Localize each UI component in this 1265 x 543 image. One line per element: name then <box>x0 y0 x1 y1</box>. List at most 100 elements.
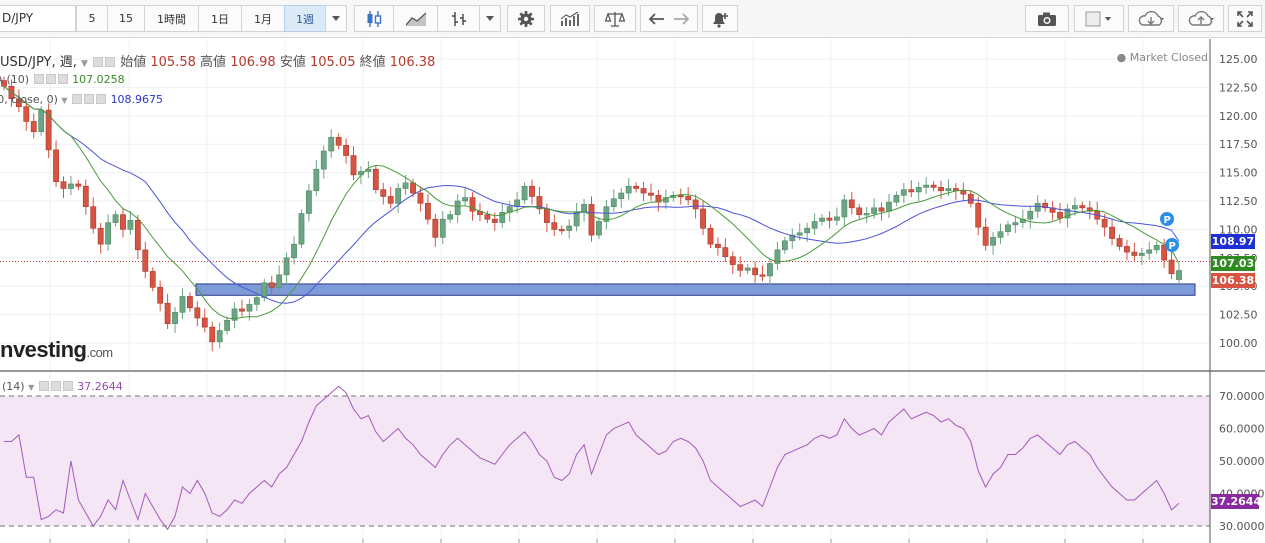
area-chart-type-button[interactable] <box>393 5 438 32</box>
ma20-hide-icon[interactable] <box>72 94 83 104</box>
candle-body-2 <box>15 98 22 108</box>
candle-body-95 <box>707 227 714 245</box>
candle-body-109 <box>811 221 818 229</box>
expand-icon <box>1237 10 1253 27</box>
layout-select-button[interactable] <box>1074 5 1124 32</box>
alert-button[interactable] <box>702 5 738 32</box>
legend-settings-icon[interactable] <box>105 57 116 67</box>
ma10-close-icon[interactable] <box>57 74 68 84</box>
candle-body-127 <box>945 188 952 192</box>
candle-body-112 <box>834 216 840 221</box>
interval-1m-button[interactable]: 1月 <box>241 5 285 32</box>
chart-type-dropdown-button[interactable] <box>479 5 501 32</box>
settings-button[interactable] <box>507 5 545 32</box>
candle-body-41 <box>306 190 312 214</box>
candle-body-106 <box>789 234 796 242</box>
ma20-close-icon[interactable] <box>96 94 107 104</box>
candle-body-134 <box>997 231 1004 238</box>
candle-body-28 <box>209 326 216 343</box>
candle-body-32 <box>239 308 245 312</box>
rsi-hide-icon[interactable] <box>38 381 49 391</box>
y-tick-label-0: 125.00 <box>1219 53 1258 66</box>
indicators-button[interactable] <box>550 5 590 32</box>
candle-body-69 <box>514 199 521 207</box>
bars-chart-type-button[interactable] <box>437 5 480 32</box>
y-tick-label-10: 100.00 <box>1219 337 1258 350</box>
candle-body-92 <box>685 196 692 201</box>
ma20-label: (20, close, 0) <box>0 93 58 106</box>
candle-body-16 <box>120 214 126 230</box>
candles-chart-type-button[interactable] <box>354 5 394 32</box>
candle-body-29 <box>216 330 223 343</box>
symbol-search-input[interactable]: D/JPY <box>0 5 76 32</box>
candle-body-78 <box>581 204 587 213</box>
interval-1w-button[interactable]: 1週 <box>284 5 326 32</box>
candle-body-5 <box>38 109 45 133</box>
scales-icon <box>605 11 625 27</box>
ma20-settings-icon[interactable] <box>84 94 95 104</box>
legend-hide-icon[interactable] <box>93 57 104 67</box>
ma10-settings-icon[interactable] <box>45 74 56 84</box>
candle-body-81 <box>603 206 610 222</box>
candle-body-27 <box>201 317 208 328</box>
candle-body-130 <box>967 193 974 204</box>
logo-suffix: .com <box>86 345 113 360</box>
candle-body-67 <box>499 212 506 223</box>
market-status-text: Market Closed <box>1129 51 1208 64</box>
interval-1d-button[interactable]: 1日 <box>198 5 242 32</box>
rsi-band <box>0 396 1210 526</box>
candle-body-105 <box>781 240 788 251</box>
rsi-label: (14) <box>2 380 25 393</box>
candle-body-87 <box>648 192 654 196</box>
interval-1h-button[interactable]: 1時間 <box>144 5 199 32</box>
candle-body-146 <box>1086 207 1093 212</box>
candle-body-35 <box>261 282 268 298</box>
rsi-close-icon[interactable] <box>62 381 73 391</box>
interval-15-button[interactable]: 15 <box>107 5 145 32</box>
candle-body-118 <box>878 207 885 212</box>
legend-dropdown[interactable]: ▼ <box>81 59 88 69</box>
screenshot-button[interactable] <box>1025 5 1069 32</box>
redo-icon[interactable] <box>672 12 690 26</box>
candle-body-144 <box>1071 205 1078 210</box>
candle-body-91 <box>677 195 684 198</box>
candle-body-59 <box>439 218 446 238</box>
candle-body-121 <box>900 189 907 196</box>
candle-body-108 <box>804 227 811 234</box>
gear-icon <box>518 10 534 27</box>
candle-body-42 <box>313 168 320 192</box>
rsi-settings-icon[interactable] <box>50 381 61 391</box>
candle-body-26 <box>194 307 201 319</box>
interval-5-button[interactable]: 5 <box>76 5 108 32</box>
rsi-tick-label-1: 60.0000 <box>1219 423 1265 436</box>
candlestick-icon <box>367 10 382 27</box>
candle-body-13 <box>97 227 104 245</box>
ma10-hide-icon[interactable] <box>33 74 44 84</box>
cloud-upload-icon <box>1188 10 1214 26</box>
fullscreen-button[interactable] <box>1228 5 1262 32</box>
candle-body-9 <box>68 183 74 189</box>
price-chart[interactable]: 125.00 122.50 120.00 117.50 115.00 112.50 110.… <box>0 39 1265 543</box>
undo-icon[interactable] <box>648 12 666 26</box>
candle-body-138 <box>1027 210 1034 220</box>
candle-body-33 <box>246 304 253 312</box>
ohlc-bars-icon <box>451 11 466 26</box>
cloud-upload-button[interactable] <box>1178 5 1224 32</box>
candle-body-96 <box>715 243 721 248</box>
candle-body-17 <box>127 220 134 230</box>
candle-body-73 <box>543 208 550 223</box>
candle-body-6 <box>45 109 52 151</box>
indicators-icon <box>560 11 579 26</box>
logo-main: nvesting <box>0 337 87 362</box>
candle-body-145 <box>1079 205 1086 209</box>
candle-body-43 <box>320 150 327 170</box>
cloud-download-button[interactable] <box>1128 5 1174 32</box>
candle-body-149 <box>1109 226 1115 239</box>
candle-body-155 <box>1153 245 1160 251</box>
rsi-tick-label-4: 30.0000 <box>1219 520 1265 533</box>
rsi-legend: (14) ▼ 37.2644 <box>2 380 123 393</box>
candle-body-101 <box>752 267 759 276</box>
compare-button[interactable] <box>594 5 636 32</box>
interval-dropdown-button[interactable] <box>325 5 347 32</box>
candle-body-113 <box>841 199 848 218</box>
